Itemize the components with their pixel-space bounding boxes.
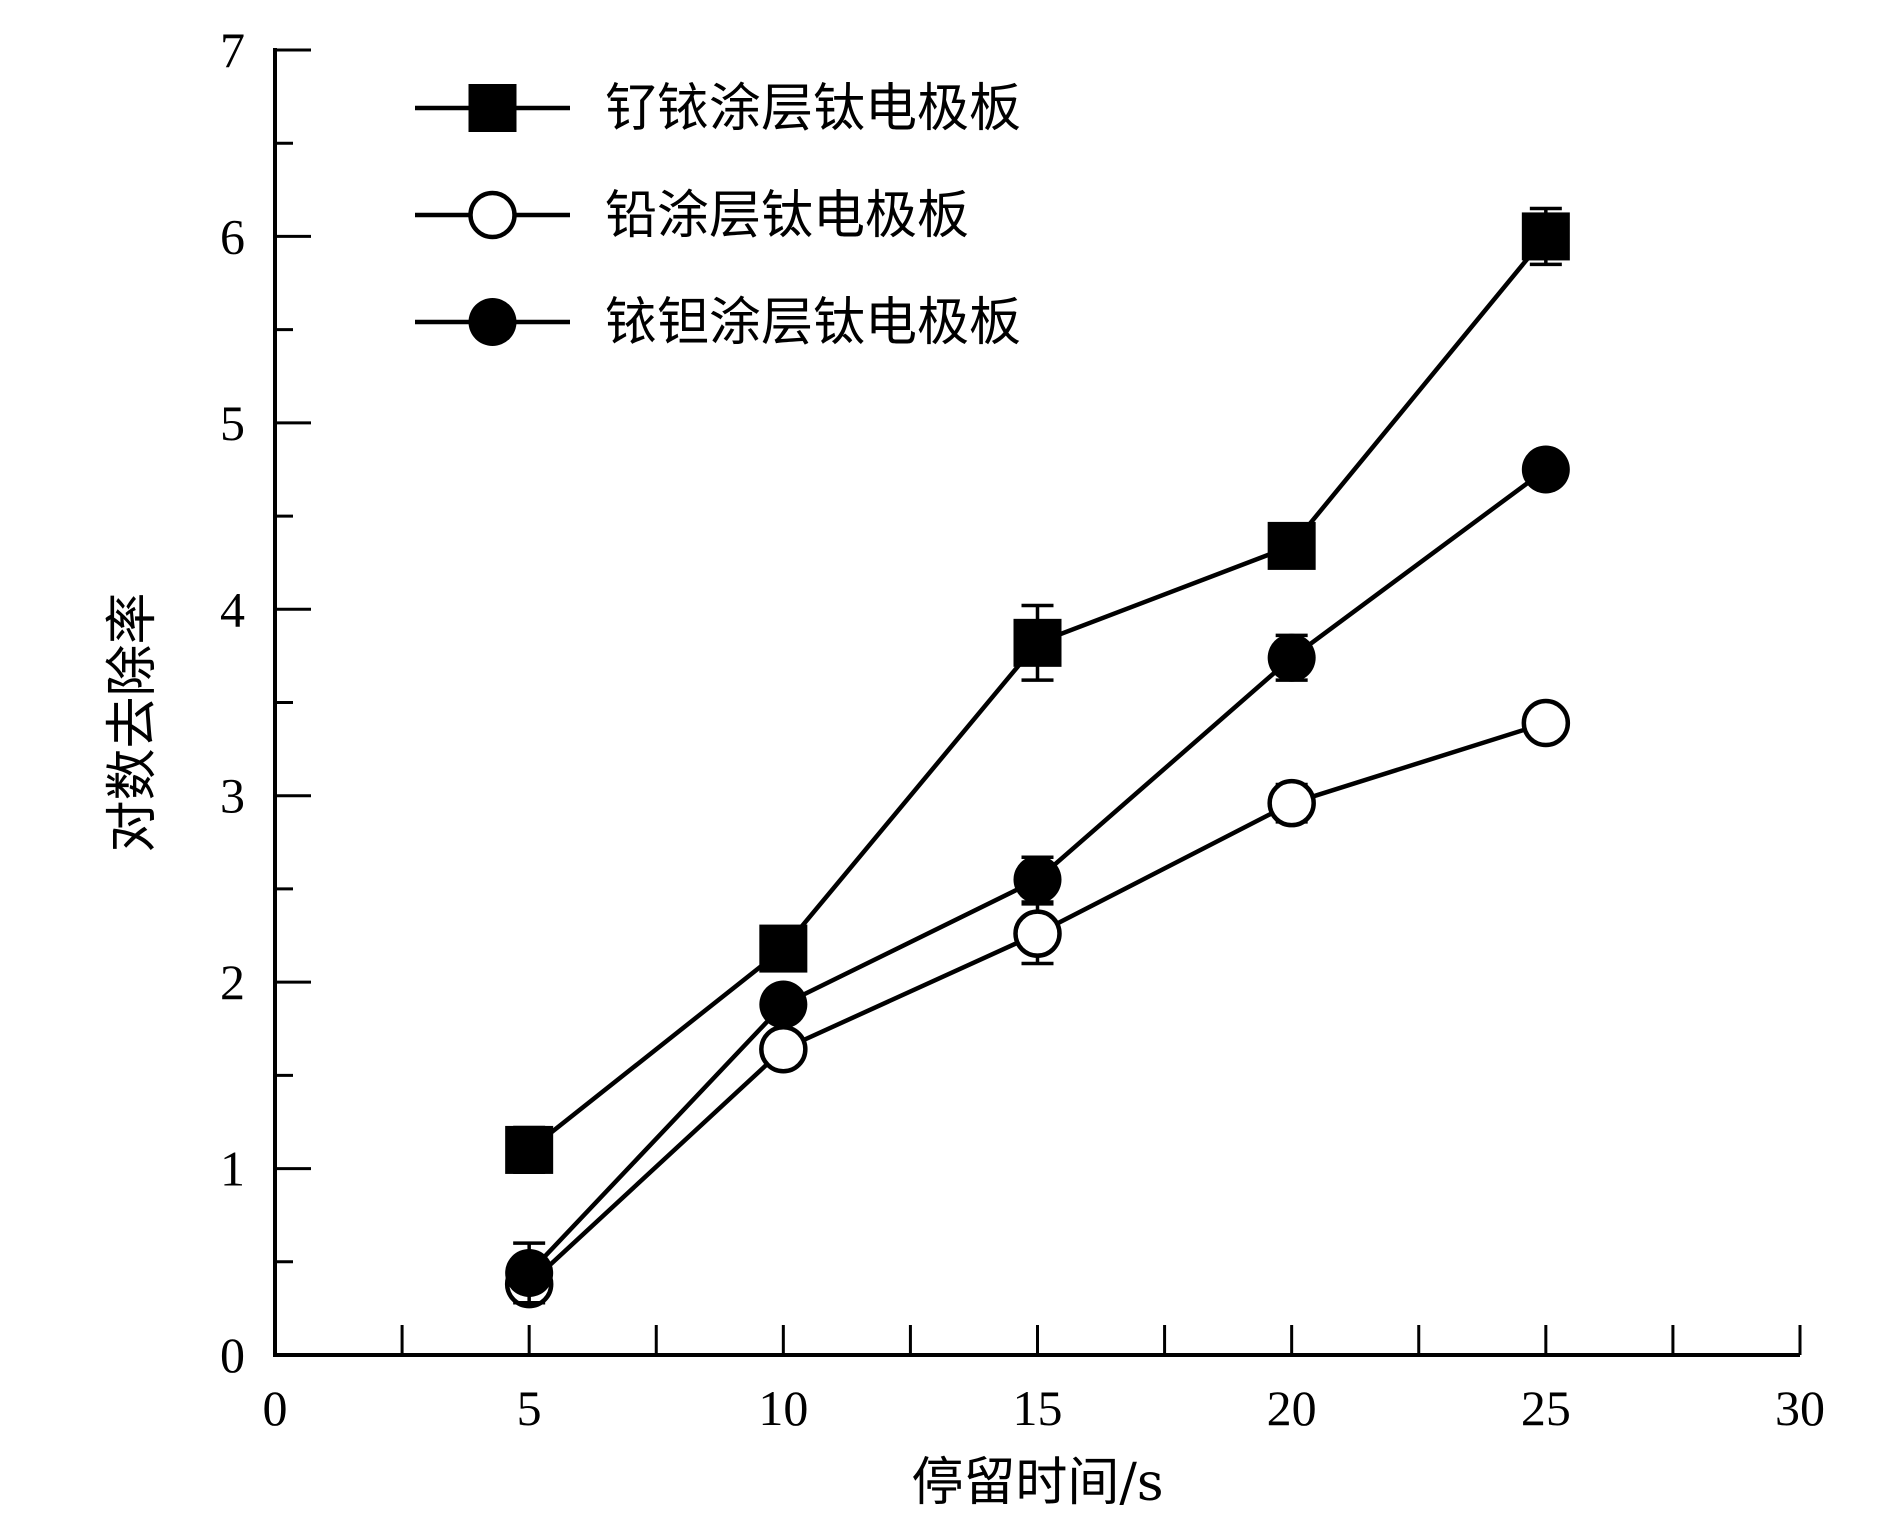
y-tick-label: 3 [220, 768, 245, 824]
data-point [1013, 618, 1062, 667]
data-point [759, 980, 808, 1029]
data-point [505, 1248, 554, 1297]
data-point [1013, 909, 1062, 958]
plot-area [504, 206, 1571, 1309]
data-point [1267, 521, 1316, 570]
series-line [527, 720, 1547, 1286]
series-3 [505, 445, 1570, 1305]
y-tick-label: 7 [220, 22, 245, 78]
legend-marker [468, 84, 517, 132]
legend-label: 铱钽涂层钛电极板 [605, 293, 1021, 353]
data-point [505, 1125, 554, 1174]
data-point [1521, 698, 1571, 748]
data-point [1521, 212, 1570, 261]
y-tick-label: 2 [220, 954, 245, 1010]
data-point [759, 1025, 808, 1074]
x-tick-label: 20 [1267, 1380, 1317, 1436]
data-point [759, 924, 808, 973]
legend-label: 钌铱涂层钛电极板 [605, 79, 1021, 139]
data-point [1267, 778, 1316, 828]
axes: 0 5 10 15 20 25 30 0 1 2 3 4 5 6 7 [220, 22, 1825, 1436]
legend-marker [468, 190, 517, 240]
x-tick-label: 10 [758, 1380, 808, 1436]
x-axis-title: 停留时间/s [911, 1453, 1163, 1513]
series-line [527, 235, 1548, 1152]
legend-item-1: 钌铱涂层钛电极板 [415, 79, 1021, 139]
series-2 [504, 698, 1571, 1309]
x-tick-label: 15 [1013, 1380, 1063, 1436]
y-tick-label: 1 [220, 1141, 245, 1197]
y-tick-label: 5 [220, 395, 245, 451]
x-tick-label: 5 [517, 1380, 542, 1436]
legend-marker [468, 298, 517, 346]
y-axis-title: 对数去除率 [103, 592, 163, 852]
y-tick-label: 0 [220, 1327, 245, 1383]
data-point [1267, 633, 1316, 682]
y-tick-label: 6 [220, 208, 245, 264]
x-tick-label: 30 [1775, 1380, 1825, 1436]
data-point [1013, 855, 1062, 904]
x-tick-label: 25 [1521, 1380, 1571, 1436]
legend-item-2: 铅涂层钛电极板 [415, 186, 969, 246]
data-point [1521, 445, 1570, 494]
x-tick-label: 0 [263, 1380, 288, 1436]
series-1 [505, 206, 1570, 1175]
y-tick-label: 4 [220, 581, 245, 637]
legend-item-3: 铱钽涂层钛电极板 [415, 293, 1021, 353]
legend-label: 铅涂层钛电极板 [605, 186, 969, 246]
